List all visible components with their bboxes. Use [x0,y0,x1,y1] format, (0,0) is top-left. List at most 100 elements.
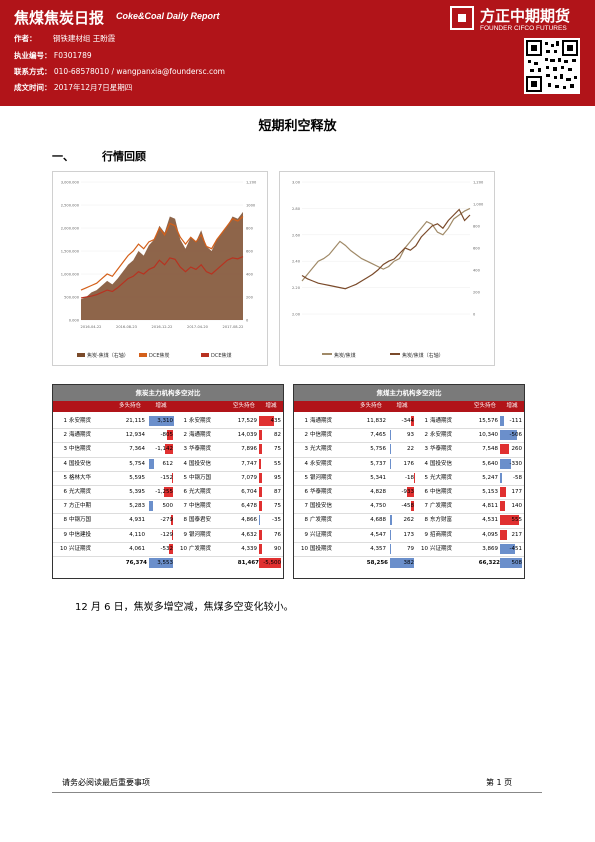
short-position: 4,632 [241,531,257,538]
long-change: -344 [401,418,414,424]
row-divider [294,527,524,529]
broker-short: 国投安信 [430,460,453,467]
rank-short: 7 [183,503,188,510]
row-divider [53,485,283,486]
broker-short: 银河期货 [189,531,212,538]
broker-short: 中信期货 [430,489,453,495]
long-change-bar [163,487,173,497]
x-tick-label: 2016-04-22 [81,325,102,329]
row-divider [294,556,524,557]
short-change: -111 [509,418,522,424]
date-label: 成文时间： [14,83,52,92]
short-position: 4,866 [241,517,257,524]
long-change: -532 [160,545,173,552]
long-change-bar [390,515,392,526]
long-position: 5,595 [129,474,145,481]
row-divider [294,456,524,458]
y-tick-label: 1,500.000 [61,250,80,254]
long-position: 7,465 [370,432,386,439]
broker-short: 国泰君安 [189,517,212,524]
row-divider [53,499,283,501]
short-change: 76 [274,531,281,538]
short-change: 177 [511,489,523,495]
short-position: 4,339 [241,545,257,552]
page-heading: 短期利空释放 [258,119,337,134]
short-position: 7,896 [241,446,257,453]
x-tick-label: 2016-08-23 [116,325,137,329]
y-tick-label: 2.20 [292,286,301,290]
sum-long: 58,256 [366,560,388,566]
short-change-bar [259,487,262,497]
y2-tick-label: 800 [246,227,254,231]
rank-long: 5 [304,474,309,481]
short-change-bar [259,543,262,554]
y-tick-label: 2,500.000 [61,204,80,208]
rank-short: 9 [424,531,429,538]
broker-short: 中信期货 [189,503,212,510]
coal-position-table: 焦煤主力机构多空对比 多头持仓 增减 空头持仓 增减 1 海通期货 11,832 -344 1 海通… [293,384,525,579]
long-position: 4,828 [370,489,386,495]
broker-short: 海通期货 [430,418,453,424]
long-position: 4,061 [129,545,145,552]
short-change: -330 [509,460,522,467]
footer-divider [52,792,542,793]
coke-position-table: 焦炭主力机构多空对比 多头持仓 增减 空头持仓 增减 1 永安期货 21,115 3,310 1 永… [52,384,284,579]
table-header [416,401,470,412]
broker-long: 光大期货 [69,489,92,495]
section-title: 一、 行情回顾 [52,148,146,164]
x-tick-label: 2017-04-20 [187,325,209,329]
broker-long: 华泰期货 [310,489,333,495]
rank-short: 4 [183,460,188,467]
y2-tick-label: 0 [473,313,476,317]
broker-long: 中钢万国 [69,517,92,524]
rank-long: 10 [301,545,308,552]
broker-long: 银河期货 [310,474,333,481]
series-line-ratio-right-axis [301,208,471,290]
legend-label: 焦炭-焦煤（右轴） [87,352,129,359]
legend-swatch [139,353,147,357]
broker-short: 光大期货 [189,489,212,495]
short-change: 75 [274,503,281,510]
long-change: -805 [160,432,173,439]
rank-long: 1 [63,418,68,424]
long-position: 5,341 [370,474,386,481]
broker-long: 格林大华 [69,474,92,481]
long-change: -18 [405,474,414,481]
long-change-bar [169,543,173,554]
long-position: 5,754 [129,460,145,467]
table-header: 增减 [500,401,524,412]
sum-long-change-bar [149,558,173,568]
rank-long: 5 [63,474,68,481]
sum-long-change: 382 [403,560,415,566]
row-divider [53,470,283,472]
y-tick-label: 2.80 [292,207,301,211]
chart1-svg: 0.000 500.000 1,000.000 1,500.000 2,000.000 2… [61,181,257,360]
short-position: 14,039 [237,432,257,439]
short-change-bar [500,529,508,540]
series-line-dce-coal [80,255,244,299]
long-position: 21,115 [125,418,145,424]
footer-disclaimer: 请务必阅读最后重要事项 [62,778,150,787]
short-position: 6,478 [241,503,257,510]
long-position: 4,357 [370,545,386,552]
broker-short: 东方财富 [430,517,453,524]
long-change-bar [390,529,392,540]
rank-long: 3 [304,446,309,453]
license-number: F0301789 [53,51,92,60]
rank-long: 4 [304,460,309,467]
y-tick-label: 3.00 [292,181,301,185]
broker-long: 广发期货 [310,517,333,524]
long-change-bar [390,543,391,554]
y-tick-label: 2.60 [292,233,301,237]
row-divider [294,513,524,515]
short-change: 90 [274,545,281,552]
logo-en-text: FOUNDER CIFCO FUTURES [480,25,567,32]
long-change-bar [171,472,173,483]
row-divider [294,541,524,543]
short-change-bar [259,458,261,469]
series-line-ratio [301,207,471,282]
table-header: 增减 [388,401,416,412]
table-header: 多头持仓 [113,401,147,412]
short-change: 87 [274,489,281,495]
report-date: 2017年12月7日星期四 [53,83,133,92]
